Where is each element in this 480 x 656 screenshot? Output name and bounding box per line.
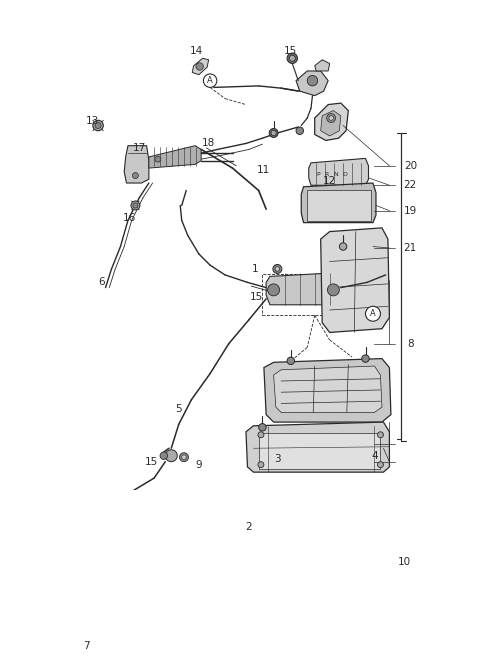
- Text: 13: 13: [85, 116, 99, 126]
- Text: 11: 11: [257, 165, 271, 175]
- Bar: [263, 274, 345, 316]
- Polygon shape: [321, 111, 341, 136]
- Circle shape: [287, 53, 298, 64]
- Circle shape: [362, 355, 369, 362]
- Text: 1: 1: [252, 264, 258, 274]
- Polygon shape: [321, 228, 389, 333]
- Text: 12: 12: [323, 176, 336, 186]
- Polygon shape: [266, 273, 341, 305]
- Polygon shape: [264, 359, 391, 422]
- Polygon shape: [149, 146, 201, 168]
- Text: 20: 20: [404, 161, 417, 171]
- Text: 21: 21: [404, 243, 417, 253]
- Circle shape: [271, 131, 276, 136]
- Circle shape: [204, 74, 217, 87]
- Circle shape: [93, 120, 103, 131]
- Polygon shape: [309, 158, 369, 185]
- Circle shape: [377, 462, 384, 468]
- Circle shape: [95, 123, 101, 129]
- Text: R: R: [324, 172, 329, 176]
- Text: 19: 19: [404, 206, 417, 216]
- Circle shape: [269, 129, 278, 138]
- Circle shape: [165, 450, 177, 462]
- Circle shape: [287, 357, 295, 365]
- Circle shape: [85, 497, 99, 510]
- Text: N: N: [333, 172, 338, 176]
- Circle shape: [180, 453, 189, 462]
- Text: 15: 15: [250, 293, 263, 302]
- Text: 4: 4: [371, 451, 378, 461]
- Text: P: P: [316, 172, 320, 176]
- Circle shape: [296, 127, 303, 134]
- Polygon shape: [274, 366, 382, 413]
- Text: D: D: [342, 172, 347, 176]
- Circle shape: [273, 264, 282, 274]
- Text: 17: 17: [132, 143, 146, 153]
- Circle shape: [377, 432, 384, 438]
- Circle shape: [258, 432, 264, 438]
- Circle shape: [327, 113, 336, 123]
- Polygon shape: [124, 146, 149, 183]
- Circle shape: [365, 306, 381, 321]
- Circle shape: [131, 201, 140, 210]
- Circle shape: [132, 173, 138, 178]
- Text: 15: 15: [284, 46, 298, 56]
- Text: 22: 22: [404, 180, 417, 190]
- Polygon shape: [192, 58, 209, 75]
- Circle shape: [196, 63, 204, 70]
- Circle shape: [258, 462, 264, 468]
- Polygon shape: [315, 60, 330, 71]
- Text: 18: 18: [202, 138, 215, 148]
- Bar: [307, 190, 372, 221]
- Text: 15: 15: [145, 457, 158, 466]
- Circle shape: [327, 284, 339, 296]
- Circle shape: [182, 455, 186, 459]
- Text: 3: 3: [274, 454, 281, 464]
- Polygon shape: [301, 183, 376, 222]
- Circle shape: [307, 75, 318, 86]
- Text: 5: 5: [175, 404, 182, 415]
- Circle shape: [289, 55, 295, 61]
- Circle shape: [339, 243, 347, 251]
- Polygon shape: [246, 422, 389, 472]
- Polygon shape: [315, 103, 348, 140]
- Circle shape: [133, 203, 138, 208]
- Text: 9: 9: [195, 460, 202, 470]
- Text: A: A: [370, 309, 376, 318]
- Text: A: A: [207, 76, 213, 85]
- Text: 8: 8: [407, 338, 414, 348]
- Text: 2: 2: [246, 522, 252, 533]
- Text: 7: 7: [84, 641, 90, 651]
- Circle shape: [259, 424, 266, 431]
- Circle shape: [160, 452, 168, 459]
- Circle shape: [155, 156, 161, 162]
- Bar: [259, 434, 380, 469]
- Circle shape: [329, 116, 334, 120]
- Text: 14: 14: [190, 46, 204, 56]
- Text: 10: 10: [398, 557, 411, 567]
- Circle shape: [88, 500, 96, 507]
- Circle shape: [268, 284, 279, 296]
- Polygon shape: [296, 71, 328, 96]
- Circle shape: [275, 267, 279, 271]
- Text: 16: 16: [123, 213, 136, 223]
- Text: 6: 6: [98, 277, 105, 287]
